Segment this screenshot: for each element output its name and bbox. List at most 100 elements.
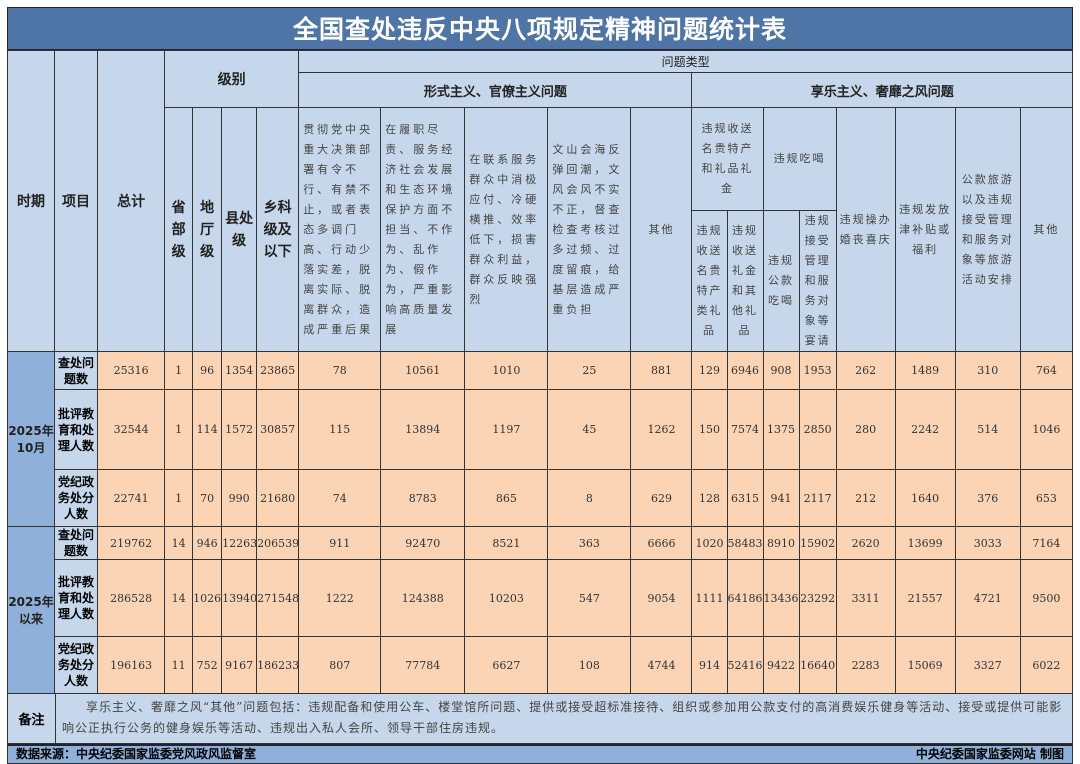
value-cell: 14 <box>164 526 194 560</box>
header-level-bureau: 地厅级 <box>192 107 223 352</box>
value-cell: 908 <box>762 351 800 390</box>
value-cell: 1375 <box>762 389 800 470</box>
header-level-province: 省部级 <box>164 107 194 352</box>
value-cell: 310 <box>954 351 1021 390</box>
value-cell: 52416 <box>726 636 764 694</box>
note-row: 备注 享乐主义、奢靡之风“其他”问题包括：违规配备和使用公车、楼堂馆所问题、提供… <box>7 694 1073 744</box>
value-cell: 1222 <box>298 559 382 637</box>
value-cell: 911 <box>298 526 382 560</box>
value-cell: 115 <box>298 389 382 470</box>
value-cell: 10203 <box>464 559 549 637</box>
value-cell: 206539 <box>256 526 300 560</box>
value-cell: 15069 <box>894 636 956 694</box>
header-travel: 公款旅游以及违规接受管理和服务对象等旅游活动安排 <box>954 107 1021 352</box>
table-row: 2025年10月 查处问题数 25316 1 96 1354 23865 78 10561 101… <box>6 351 1074 527</box>
credit: 中央纪委国家监委网站 制图 <box>915 747 1064 761</box>
value-cell: 58483 <box>726 526 764 560</box>
statistics-table: 时期 项目 总计 级别 问题类型 形式主义、官僚主义问题 享乐主义、奢靡之风问题… <box>6 50 1074 694</box>
value-cell: 8 <box>547 469 632 527</box>
item-cell: 查处问题数 <box>54 351 99 390</box>
header-gifts: 违规收送名贵特产和礼品礼金 <box>691 107 764 211</box>
value-cell: 74 <box>298 469 382 527</box>
header-period: 时期 <box>6 50 56 352</box>
item-cell: 批评教育和处理人数 <box>54 559 99 637</box>
value-cell: 1010 <box>464 351 549 390</box>
value-cell: 914 <box>691 636 728 694</box>
value-cell: 7574 <box>726 389 764 470</box>
header-dining-banquet: 违规接受管理和服务对象等宴请 <box>798 210 837 352</box>
value-cell: 186233 <box>256 636 300 694</box>
value-cell: 1354 <box>221 351 258 390</box>
value-cell: 6666 <box>630 526 693 560</box>
value-cell: 9167 <box>221 636 258 694</box>
header-problem-type: 问题类型 <box>298 50 1073 73</box>
value-cell: 9054 <box>630 559 693 637</box>
value-cell: 363 <box>547 526 632 560</box>
value-cell: 752 <box>192 636 223 694</box>
value-cell: 196163 <box>97 636 166 694</box>
header-dining-public: 违规公款吃喝 <box>762 210 800 352</box>
value-cell: 2850 <box>798 389 837 470</box>
value-cell: 990 <box>221 469 258 527</box>
value-cell: 941 <box>762 469 800 527</box>
header-item: 项目 <box>54 50 99 352</box>
header-formalism-col-4: 文山会海反弹回潮，文风会风不实不正，督查检查考核过多过频、过度留痕，给基层造成严… <box>547 107 632 352</box>
value-cell: 12263 <box>221 526 258 560</box>
footer: 数据来源：中央纪委国家监委党风政风监督室 中央纪委国家监委网站 制图 <box>7 744 1073 764</box>
value-cell: 212 <box>835 469 896 527</box>
value-cell: 128 <box>691 469 728 527</box>
table-row: 批评教育和处理人数 286528 14 1026 13940 271548 1222 1243… <box>8 559 1074 637</box>
table-row: 党纪政务处分人数 196163 11 752 9167 186233 807 77784 662… <box>8 636 1074 694</box>
value-cell: 14 <box>164 559 194 637</box>
header-level-county: 县处级 <box>221 107 258 352</box>
value-cell: 25316 <box>97 351 166 390</box>
header-weddings: 违规操办婚丧喜庆 <box>835 107 896 352</box>
value-cell: 2242 <box>894 389 956 470</box>
table-row: 党纪政务处分人数 22741 1 70 990 21680 74 8783 865 8 629 128… <box>8 469 1074 527</box>
value-cell: 15902 <box>798 526 837 560</box>
value-cell: 4721 <box>954 559 1021 637</box>
item-cell: 批评教育和处理人数 <box>54 389 99 470</box>
value-cell: 1640 <box>894 469 956 527</box>
value-cell: 1572 <box>221 389 258 470</box>
value-cell: 1111 <box>691 559 728 637</box>
value-cell: 21680 <box>256 469 300 527</box>
header-gifts-specialty: 违规收送名贵特产类礼品 <box>691 210 728 352</box>
value-cell: 280 <box>835 389 896 470</box>
header-gifts-money: 违规收送礼金和其他礼品 <box>726 210 764 352</box>
data-source: 数据来源：中央纪委国家监委党风政风监督室 <box>16 747 257 761</box>
value-cell: 21557 <box>894 559 956 637</box>
value-cell: 96 <box>192 351 223 390</box>
value-cell: 13436 <box>762 559 800 637</box>
value-cell: 4744 <box>630 636 693 694</box>
item-cell: 党纪政务处分人数 <box>54 469 99 527</box>
value-cell: 30857 <box>256 389 300 470</box>
value-cell: 286528 <box>97 559 166 637</box>
value-cell: 11 <box>164 636 194 694</box>
value-cell: 129 <box>691 351 728 390</box>
note-label: 备注 <box>8 694 56 743</box>
value-cell: 8783 <box>380 469 466 527</box>
value-cell: 23292 <box>798 559 837 637</box>
value-cell: 10561 <box>380 351 466 390</box>
value-cell: 114 <box>192 389 223 470</box>
table-row: 批评教育和处理人数 32544 1 114 1572 30857 115 13894 1197 4… <box>8 389 1074 470</box>
value-cell: 6315 <box>726 469 764 527</box>
value-cell: 45 <box>547 389 632 470</box>
header-dining: 违规吃喝 <box>762 107 837 211</box>
value-cell: 8521 <box>464 526 549 560</box>
value-cell: 1 <box>164 351 194 390</box>
header-hedonism-other: 其他 <box>1019 107 1074 352</box>
header-formalism-other: 其他 <box>630 107 693 352</box>
header-level: 级别 <box>164 50 300 108</box>
value-cell: 1 <box>164 469 194 527</box>
note-text: 享乐主义、奢靡之风“其他”问题包括：违规配备和使用公车、楼堂馆所问题、提供或接受… <box>62 700 1063 735</box>
value-cell: 807 <box>298 636 382 694</box>
value-cell: 13894 <box>380 389 466 470</box>
header-formalism-col-3: 在联系服务群众中消极应付、冷硬横推、效率低下，损害群众利益，群众反映强烈 <box>464 107 549 352</box>
value-cell: 16640 <box>798 636 837 694</box>
value-cell: 1953 <box>798 351 837 390</box>
value-cell: 262 <box>835 351 896 390</box>
value-cell: 1197 <box>464 389 549 470</box>
value-cell: 6022 <box>1019 636 1074 694</box>
